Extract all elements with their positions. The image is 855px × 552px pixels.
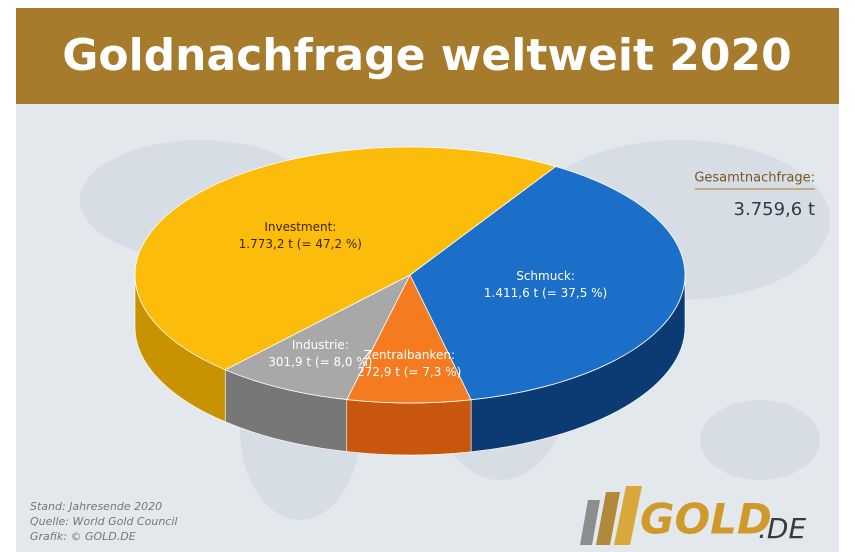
slice-value: 1.411,6 t (= 37,5 %) [484, 286, 607, 300]
logo-icon [580, 486, 642, 545]
pie-side [346, 399, 472, 456]
pie-slice [134, 146, 557, 371]
logo-text: GOLD [640, 495, 772, 544]
pie-slice [409, 166, 686, 401]
total-label: Gesamtnachfrage: [694, 171, 815, 186]
chart-title: Goldnachfrage weltweit 2020 [62, 30, 792, 81]
slice-value: 301,9 t (= 8,0 %) [268, 355, 372, 369]
pie-slice [346, 274, 472, 404]
total-value: 3.759,6 t [734, 199, 815, 220]
pie-slice [224, 274, 411, 400]
slice-value: 1.773,2 t (= 47,2 %) [239, 237, 362, 251]
header-bar [16, 8, 839, 104]
slice-label: Schmuck: [516, 269, 575, 283]
note: Grafik: © GOLD.DE [30, 530, 136, 543]
slice-label: Investment: [264, 220, 336, 234]
logo-suffix: .DE [758, 512, 806, 545]
slice-label: Zentralbanken: [363, 348, 455, 362]
slice-value: 272,9 t (= 7,3 %) [357, 365, 461, 379]
pie: Schmuck: 1.411,6 t (= 37,5 %) Zentralbanke… [134, 146, 686, 456]
slice-label: Industrie: [292, 338, 349, 352]
note: Quelle: World Gold Council [30, 515, 177, 528]
note: Stand: Jahresende 2020 [30, 500, 162, 513]
